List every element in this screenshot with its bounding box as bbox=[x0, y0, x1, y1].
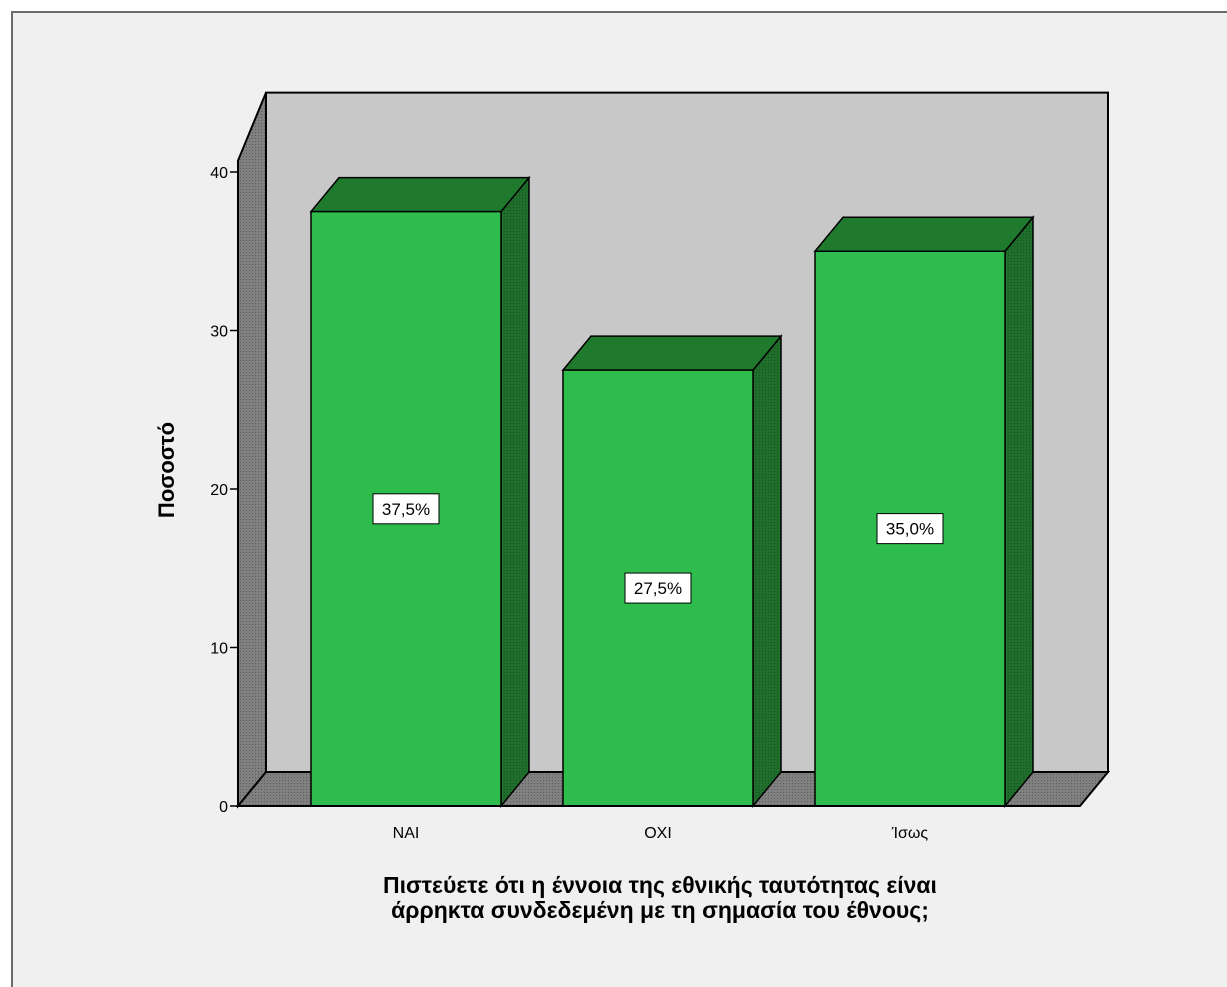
data-label-box bbox=[372, 493, 440, 525]
data-label: 37,5% bbox=[382, 500, 430, 519]
side-wall bbox=[237, 92, 267, 809]
y-axis: 0 10 20 30 40 bbox=[210, 165, 238, 816]
data-label: 35,0% bbox=[886, 520, 934, 539]
x-axis: NAI OXI Ίσως bbox=[238, 805, 1080, 842]
y-tick-label: 0 bbox=[219, 799, 228, 816]
y-tick-label: 20 bbox=[210, 482, 228, 499]
data-label-box bbox=[876, 513, 944, 545]
bar-group: 27,5% bbox=[561, 334, 783, 809]
y-tick-label: 40 bbox=[210, 165, 228, 182]
bar-top bbox=[561, 335, 783, 371]
x-tick-label: OXI bbox=[644, 825, 672, 842]
x-axis-title: Πιστεύετε ότι η έννοια της εθνικής ταυτό… bbox=[250, 873, 1070, 923]
bar-series: 37,5% 27,5% 35,0% bbox=[309, 175, 1035, 809]
x-axis-title-line-1: Πιστεύετε ότι η έννοια της εθνικής ταυτό… bbox=[383, 872, 937, 898]
x-tick-label: NAI bbox=[393, 825, 420, 842]
data-label: 27,5% bbox=[634, 579, 682, 598]
y-axis-label: Ποσοστό bbox=[154, 422, 179, 518]
x-axis-title-line-2: άρρηκτα συνδεδεμένη με τη σημασία του έθ… bbox=[391, 897, 929, 923]
bar-side bbox=[1004, 215, 1034, 809]
y-tick-label: 30 bbox=[210, 324, 228, 341]
x-tick-label: Ίσως bbox=[891, 825, 929, 842]
bar-side bbox=[752, 334, 782, 809]
bar-group: 37,5% bbox=[309, 175, 531, 809]
bar-group: 35,0% bbox=[813, 215, 1035, 809]
bar-top bbox=[813, 216, 1035, 252]
bar-top bbox=[309, 176, 531, 213]
y-tick-label: 10 bbox=[210, 641, 228, 658]
bar-side bbox=[500, 175, 530, 809]
data-label-box bbox=[624, 572, 692, 604]
